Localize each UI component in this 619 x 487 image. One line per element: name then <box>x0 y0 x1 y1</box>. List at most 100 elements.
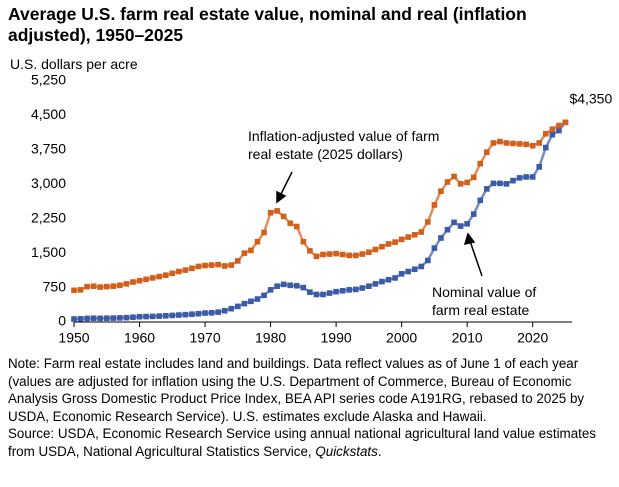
data-point <box>149 313 156 320</box>
y-tick-label: 1,500 <box>31 244 66 260</box>
data-point <box>90 283 97 289</box>
data-point <box>84 283 90 290</box>
data-point <box>215 261 221 268</box>
data-point <box>110 283 117 289</box>
data-point <box>339 251 346 258</box>
data-point <box>326 290 333 296</box>
data-point <box>103 315 110 322</box>
data-point <box>418 263 425 270</box>
data-point <box>490 180 497 187</box>
data-point <box>307 289 313 295</box>
x-tick-label: 1960 <box>124 330 155 346</box>
data-point <box>510 140 516 147</box>
data-point <box>549 126 556 132</box>
data-point <box>228 305 235 312</box>
data-point <box>470 211 477 217</box>
data-point <box>169 312 176 319</box>
data-point <box>261 229 267 236</box>
data-point <box>444 179 451 185</box>
data-point <box>477 197 484 204</box>
data-point <box>326 251 333 257</box>
data-point <box>130 279 136 285</box>
data-point <box>457 223 464 229</box>
series-annotation: Nominal value of farm real estate <box>432 284 537 318</box>
data-point <box>320 251 326 258</box>
data-point <box>379 278 385 285</box>
source-text: . <box>377 443 382 459</box>
y-tick-label: 0 <box>58 313 66 329</box>
data-point <box>235 258 241 264</box>
data-point <box>215 309 221 315</box>
data-point <box>130 314 136 320</box>
x-tick-label: 1950 <box>58 330 89 346</box>
data-point <box>162 272 169 278</box>
data-point <box>195 310 202 317</box>
y-tick-label: 3,750 <box>31 141 66 157</box>
data-point <box>267 209 274 216</box>
data-point <box>529 142 536 149</box>
data-point <box>287 282 294 289</box>
data-point <box>398 236 405 243</box>
data-point <box>451 219 457 226</box>
data-point <box>516 175 523 181</box>
data-point <box>77 287 84 293</box>
data-label: $4,350 <box>569 91 612 107</box>
data-point <box>379 243 385 250</box>
data-point <box>71 287 77 294</box>
data-point <box>189 265 195 272</box>
data-point <box>84 315 90 322</box>
series-annotation: Inflation-adjusted value of farm real es… <box>248 128 440 162</box>
data-point <box>438 235 444 241</box>
data-point <box>484 186 490 192</box>
data-point <box>503 140 510 146</box>
x-tick-label: 2010 <box>452 330 483 346</box>
data-point <box>287 220 294 227</box>
data-point <box>176 268 182 275</box>
data-point <box>359 285 366 291</box>
data-point <box>477 160 484 167</box>
data-point <box>254 296 261 302</box>
data-point <box>280 213 287 220</box>
data-point <box>228 262 235 268</box>
data-point <box>307 248 313 254</box>
data-point <box>123 281 130 287</box>
series-line <box>73 121 566 292</box>
data-point <box>411 231 418 238</box>
source: Source: USDA, Economic Research Service … <box>8 425 613 460</box>
data-point <box>300 238 307 245</box>
data-point <box>405 268 411 275</box>
data-point <box>497 180 503 187</box>
data-point <box>556 127 562 134</box>
data-point <box>333 288 339 295</box>
data-point <box>195 263 202 270</box>
data-point <box>503 181 510 187</box>
arrowhead <box>463 232 476 246</box>
data-point <box>523 141 529 148</box>
data-point <box>156 313 162 319</box>
data-point <box>97 284 104 290</box>
data-point <box>470 174 477 181</box>
data-point <box>392 275 398 281</box>
data-point <box>182 267 189 273</box>
data-point <box>529 174 536 180</box>
data-point <box>516 141 523 147</box>
y-tick-label: 4,500 <box>31 106 66 122</box>
data-point <box>556 122 562 129</box>
data-point <box>293 223 300 230</box>
data-point <box>77 315 84 322</box>
y-tick-label: 2,250 <box>31 209 66 225</box>
y-tick-label: 3,000 <box>31 175 66 191</box>
data-point <box>490 140 497 146</box>
data-point <box>261 292 267 299</box>
data-point <box>372 281 379 287</box>
data-point <box>208 310 215 316</box>
data-point <box>117 315 123 321</box>
series-line <box>73 121 567 321</box>
data-point <box>162 313 169 319</box>
data-point <box>425 219 431 225</box>
data-point <box>300 284 307 291</box>
data-point <box>438 188 444 194</box>
x-tick-label: 2020 <box>517 330 548 346</box>
data-point <box>352 286 359 293</box>
data-point <box>241 300 248 307</box>
